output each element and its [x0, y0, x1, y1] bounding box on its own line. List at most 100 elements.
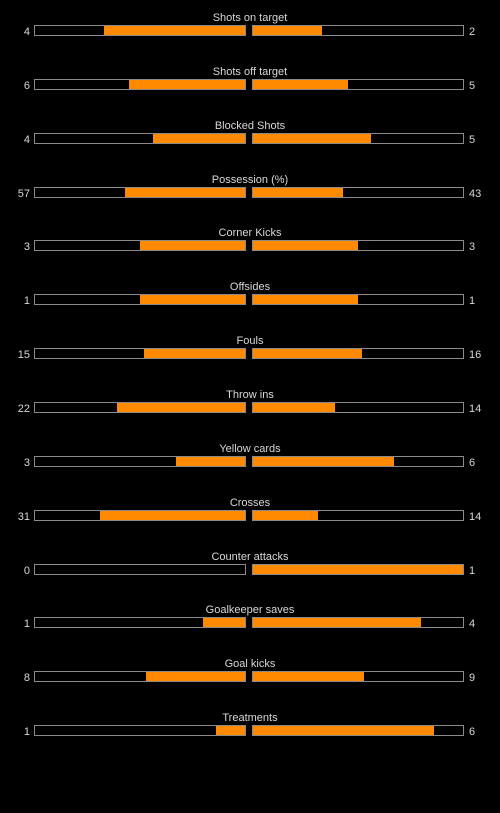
home-bar-fill [153, 134, 245, 143]
home-value: 3 [23, 457, 30, 469]
stat-row: Blocked Shots 4 5 [0, 120, 500, 160]
away-bar-fill [253, 295, 358, 304]
home-bar-track [34, 348, 246, 359]
away-bar-fill [253, 511, 318, 520]
away-bar-track [252, 25, 464, 36]
home-value: 8 [23, 672, 30, 684]
home-bar-fill [140, 295, 245, 304]
stat-row: Shots on target 4 2 [0, 12, 500, 52]
home-bar-fill [216, 726, 245, 735]
away-bar-track [252, 564, 464, 575]
stat-label: Treatments [222, 712, 278, 724]
home-value: 3 [23, 241, 30, 253]
away-value: 43 [469, 188, 482, 200]
stat-label: Fouls [236, 335, 264, 347]
stat-label: Throw ins [226, 389, 274, 401]
home-bar-track [34, 79, 246, 90]
stat-row: Shots off target 6 5 [0, 66, 500, 106]
home-bar-track [34, 725, 246, 736]
home-value: 0 [23, 565, 30, 577]
stat-label: Goalkeeper saves [205, 604, 295, 616]
stat-row: Fouls 15 16 [0, 335, 500, 375]
away-bar-fill [253, 349, 362, 358]
stat-label: Crosses [229, 497, 271, 509]
home-value: 4 [23, 26, 30, 38]
home-bar-fill [104, 26, 245, 35]
away-bar-track [252, 725, 464, 736]
home-bar-track [34, 617, 246, 628]
away-value: 6 [469, 457, 476, 469]
home-bar-track [34, 456, 246, 467]
away-bar-fill [253, 565, 463, 574]
stat-label: Shots off target [212, 66, 288, 78]
stat-row: Throw ins 22 14 [0, 389, 500, 429]
away-value: 16 [469, 349, 482, 361]
stat-label: Blocked Shots [214, 120, 286, 132]
away-value: 14 [469, 511, 482, 523]
away-bar-fill [253, 403, 335, 412]
home-bar-track [34, 510, 246, 521]
away-bar-fill [253, 457, 394, 466]
home-value: 1 [23, 618, 30, 630]
stat-label: Counter attacks [211, 551, 289, 563]
home-bar-fill [144, 349, 245, 358]
stat-row: Yellow cards 3 6 [0, 443, 500, 483]
away-bar-fill [253, 188, 343, 197]
stat-row: Possession (%) 57 43 [0, 174, 500, 214]
home-bar-fill [100, 511, 245, 520]
away-value: 5 [469, 134, 476, 146]
home-bar-fill [125, 188, 245, 197]
away-value: 2 [469, 26, 476, 38]
home-value: 57 [17, 188, 30, 200]
home-bar-track [34, 240, 246, 251]
home-value: 4 [23, 134, 30, 146]
stat-row: Counter attacks 0 1 [0, 551, 500, 591]
home-bar-track [34, 133, 246, 144]
stat-row: Treatments 1 6 [0, 712, 500, 752]
home-bar-track [34, 564, 246, 575]
stat-row: Offsides 1 1 [0, 281, 500, 321]
home-bar-track [34, 25, 246, 36]
away-value: 4 [469, 618, 476, 630]
away-value: 1 [469, 295, 476, 307]
away-value: 1 [469, 565, 476, 577]
away-bar-track [252, 240, 464, 251]
away-bar-track [252, 348, 464, 359]
stat-label: Yellow cards [219, 443, 281, 455]
home-bar-track [34, 294, 246, 305]
away-value: 6 [469, 726, 476, 738]
stat-label: Goal kicks [224, 658, 276, 670]
away-bar-fill [253, 134, 371, 143]
away-bar-fill [253, 618, 421, 627]
away-bar-track [252, 133, 464, 144]
home-value: 22 [17, 403, 30, 415]
home-bar-track [34, 402, 246, 413]
home-bar-fill [146, 672, 245, 681]
away-bar-track [252, 617, 464, 628]
away-bar-track [252, 294, 464, 305]
home-bar-fill [203, 618, 245, 627]
home-bar-fill [176, 457, 245, 466]
home-bar-fill [140, 241, 245, 250]
away-value: 3 [469, 241, 476, 253]
stat-label: Offsides [229, 281, 271, 293]
away-bar-track [252, 510, 464, 521]
stat-label: Corner Kicks [218, 227, 282, 239]
away-value: 5 [469, 80, 476, 92]
home-value: 1 [23, 726, 30, 738]
away-bar-fill [253, 672, 364, 681]
stat-row: Corner Kicks 3 3 [0, 227, 500, 267]
away-bar-track [252, 671, 464, 682]
away-bar-track [252, 187, 464, 198]
home-value: 1 [23, 295, 30, 307]
stat-label: Possession (%) [211, 174, 289, 186]
away-bar-track [252, 79, 464, 90]
away-bar-track [252, 456, 464, 467]
stat-row: Goal kicks 8 9 [0, 658, 500, 698]
stat-label: Shots on target [212, 12, 288, 24]
home-bar-track [34, 671, 246, 682]
home-value: 6 [23, 80, 30, 92]
away-bar-track [252, 402, 464, 413]
away-value: 9 [469, 672, 476, 684]
home-bar-fill [117, 403, 245, 412]
